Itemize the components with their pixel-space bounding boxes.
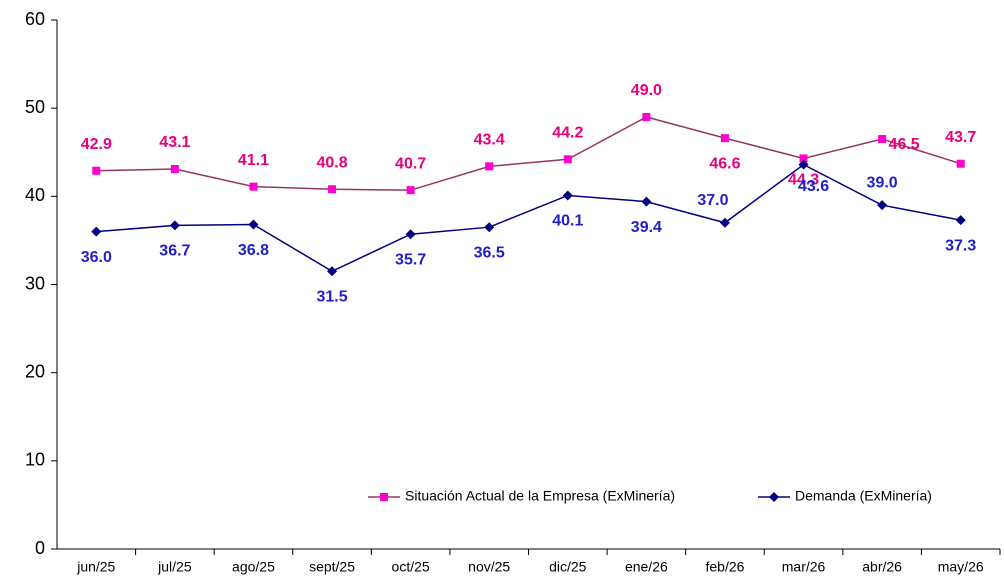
value-label: 36.5 (474, 244, 505, 261)
x-tick-label: nov/25 (468, 559, 510, 575)
value-label: 36.0 (81, 249, 112, 266)
value-label: 43.7 (945, 129, 976, 146)
x-tick-label: mar/26 (782, 559, 826, 575)
value-label: 39.4 (631, 219, 662, 236)
data-point (328, 185, 337, 194)
x-tick-label: ene/26 (625, 559, 668, 575)
data-point (406, 186, 415, 195)
legend-marker (380, 493, 388, 501)
data-point (327, 266, 338, 277)
value-label: 46.6 (709, 155, 740, 172)
y-tick-label: 30 (25, 273, 45, 293)
x-tick-label: sept/25 (309, 559, 355, 575)
value-label: 35.7 (395, 251, 426, 268)
legend-marker (769, 492, 779, 502)
data-point (249, 182, 258, 191)
value-label: 39.0 (867, 174, 898, 191)
data-point (642, 112, 651, 121)
value-label: 42.9 (81, 136, 112, 153)
data-point (955, 215, 966, 226)
data-point (91, 226, 102, 237)
data-point (799, 154, 808, 163)
data-point (956, 159, 965, 168)
series-line (96, 116, 961, 191)
data-point (719, 217, 730, 228)
x-tick-label: jul/25 (157, 559, 192, 575)
value-label: 37.3 (945, 237, 976, 254)
legend-label: Demanda (ExMinería) (795, 488, 932, 504)
value-label: 43.1 (159, 134, 190, 151)
data-point (170, 165, 179, 174)
data-point (169, 220, 180, 231)
x-tick-label: abr/26 (862, 559, 902, 575)
x-tick-label: ago/25 (232, 559, 275, 575)
value-label: 49.0 (631, 82, 662, 99)
data-point (562, 190, 573, 201)
data-point (485, 162, 494, 171)
x-tick-label: dic/25 (549, 559, 587, 575)
y-tick-label: 50 (25, 97, 45, 117)
x-tick-label: oct/25 (392, 559, 430, 575)
data-point (877, 200, 888, 211)
data-point (92, 166, 101, 175)
y-tick-label: 20 (25, 361, 45, 381)
data-point (248, 219, 259, 230)
value-label: 31.5 (316, 288, 347, 305)
value-label: 43.4 (474, 132, 505, 149)
value-label: 37.0 (697, 192, 728, 209)
legend-label: Situación Actual de la Empresa (ExMinerí… (405, 488, 675, 504)
data-point (405, 229, 416, 240)
y-tick-label: 60 (25, 9, 45, 29)
value-label: 46.5 (889, 136, 920, 153)
value-label: 40.7 (395, 155, 426, 172)
x-tick-label: may/26 (938, 559, 984, 575)
y-tick-label: 10 (25, 450, 45, 470)
value-label: 36.8 (238, 242, 269, 259)
y-tick-label: 40 (25, 185, 45, 205)
data-point (563, 155, 572, 164)
series-line (96, 163, 961, 273)
value-label: 41.1 (238, 152, 269, 169)
value-label: 44.3 (788, 172, 819, 189)
y-tick-label: 0 (35, 538, 45, 558)
data-point (641, 196, 652, 207)
x-tick-label: feb/26 (705, 559, 744, 575)
data-point (798, 159, 809, 170)
data-point (484, 222, 495, 233)
value-label: 36.7 (159, 243, 190, 260)
value-label: 44.2 (552, 125, 583, 142)
value-label: 40.1 (552, 213, 583, 230)
data-point (878, 135, 887, 144)
value-label: 40.8 (316, 154, 347, 171)
x-tick-label: jun/25 (76, 559, 115, 575)
value-label: 43.6 (798, 178, 829, 195)
data-point (720, 134, 729, 143)
